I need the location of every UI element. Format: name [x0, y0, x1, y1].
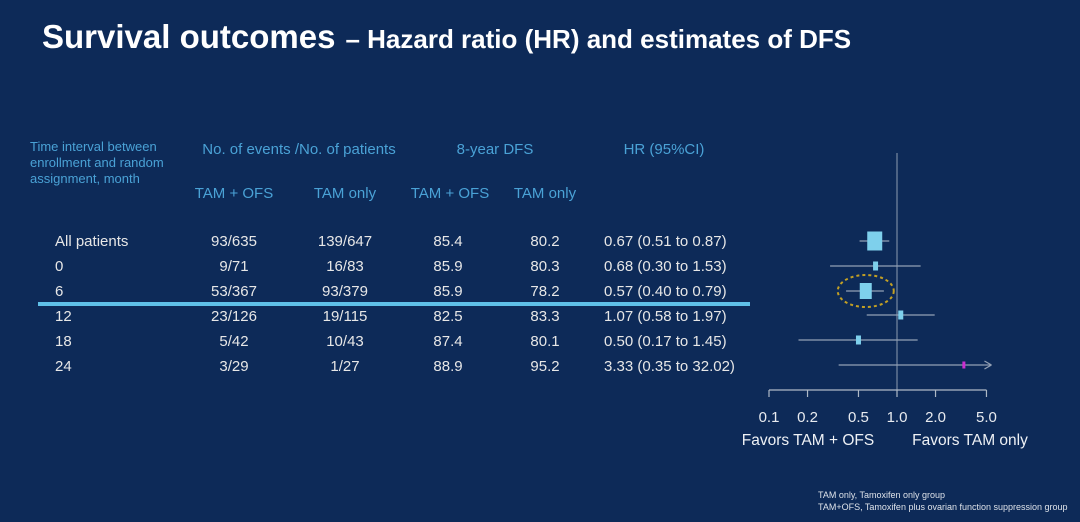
events-tam-only-value: 19/115 — [322, 308, 368, 325]
hr-marker — [867, 231, 883, 251]
subheader-dfs-tam-ofs: TAM + OFS — [410, 185, 490, 202]
dfs-tam-only-value: 83.3 — [530, 308, 560, 325]
dfs-tam-ofs-value: 82.5 — [433, 308, 463, 325]
annotation-ellipse — [836, 274, 895, 308]
events-tam-ofs-value: 23/126 — [211, 308, 257, 325]
hr-ci-value: 0.67 (0.51 to 0.87) — [604, 233, 727, 250]
table-row: 12 23/126 19/115 82.5 83.3 1.07 (0.58 to… — [38, 304, 774, 329]
favors-right-label: Favors TAM only — [912, 432, 1028, 449]
table-row: 24 3/29 1/27 88.9 95.2 3.33 (0.35 to 32.… — [38, 354, 774, 379]
footnote-tam-ofs: TAM+OFS, Tamoxifen plus ovarian function… — [818, 501, 1068, 512]
row-label: 12 — [55, 308, 72, 325]
events-tam-only-value: 10/43 — [326, 333, 364, 350]
hr-marker — [855, 335, 861, 345]
arrow-head — [984, 360, 992, 366]
x-tick-label: 5.0 — [976, 409, 997, 426]
x-tick-label: 0.2 — [797, 409, 818, 426]
footnotes: TAM only, Tamoxifen only group TAM+OFS, … — [818, 490, 1068, 513]
dfs-tam-only-value: 78.2 — [530, 283, 560, 300]
x-tick-label: 1.0 — [887, 409, 908, 426]
table-row: 18 5/42 10/43 87.4 80.1 0.50 (0.17 to 1.… — [38, 329, 774, 354]
group-header-events: No. of events /No. of patients — [202, 141, 396, 158]
arrow-head — [984, 364, 992, 370]
dfs-tam-only-value: 80.3 — [530, 258, 560, 275]
group-header-hr: HR (95%CI) — [623, 141, 705, 158]
table-row-highlighted: 6 53/367 93/379 85.9 78.2 0.57 (0.40 to … — [38, 279, 774, 304]
row-highlight-underline — [38, 302, 750, 306]
title-main: Survival outcomes — [42, 18, 336, 55]
hr-ci-value: 1.07 (0.58 to 1.97) — [604, 308, 727, 325]
hr-marker — [962, 361, 966, 369]
hr-ci-value: 0.57 (0.40 to 0.79) — [604, 283, 727, 300]
events-tam-ofs-value: 3/29 — [219, 358, 249, 375]
title-sub: – Hazard ratio (HR) and estimates of DFS — [345, 24, 852, 54]
events-tam-ofs-value: 93/635 — [211, 233, 257, 250]
results-table: All patients 93/635 139/647 85.4 80.2 0.… — [38, 229, 774, 379]
row-label: 6 — [55, 283, 64, 300]
table-row: All patients 93/635 139/647 85.4 80.2 0.… — [38, 229, 774, 254]
events-tam-only-value: 16/83 — [326, 258, 364, 275]
dfs-tam-ofs-value: 88.9 — [433, 358, 463, 375]
table-corner-header: Time interval between enrollment and ran… — [30, 139, 164, 186]
hr-ci-value: 0.68 (0.30 to 1.53) — [604, 258, 727, 275]
events-tam-ofs-value: 5/42 — [219, 333, 249, 350]
dfs-tam-ofs-value: 87.4 — [433, 333, 463, 350]
x-tick-label: 2.0 — [925, 409, 946, 426]
dfs-tam-only-value: 80.2 — [530, 233, 560, 250]
events-tam-only-value: 93/379 — [322, 283, 368, 300]
hr-marker — [873, 261, 879, 271]
events-tam-only-value: 1/27 — [330, 358, 360, 375]
events-tam-ofs-value: 9/71 — [219, 258, 249, 275]
row-label: All patients — [55, 233, 129, 250]
row-label: 0 — [55, 258, 64, 275]
page-title: Survival outcomes – Hazard ratio (HR) and… — [42, 18, 851, 56]
group-header-dfs: 8-year DFS — [456, 141, 534, 158]
hr-marker — [898, 310, 904, 320]
x-tick-label: 0.1 — [759, 409, 780, 426]
subheader-events-tam-ofs: TAM + OFS — [194, 185, 274, 202]
subheader-events-tam-only: TAM only — [313, 185, 377, 202]
hr-ci-value: 0.50 (0.17 to 1.45) — [604, 333, 727, 350]
favors-left-label: Favors TAM + OFS — [742, 432, 875, 449]
dfs-tam-ofs-value: 85.4 — [433, 233, 463, 250]
dfs-tam-ofs-value: 85.9 — [433, 283, 463, 300]
x-tick-label: 0.5 — [848, 409, 869, 426]
table-row: 0 9/71 16/83 85.9 80.3 0.68 (0.30 to 1.5… — [38, 254, 774, 279]
hr-marker — [859, 283, 872, 299]
forest-plot: 0.1 0.2 0.5 1.0 2.0 5.0 Favors TAM + OFS Favors… — [742, 153, 1028, 449]
dfs-tam-only-value: 95.2 — [530, 358, 560, 375]
events-tam-only-value: 139/647 — [317, 233, 373, 250]
subheader-dfs-tam-only: TAM only — [513, 185, 577, 202]
events-tam-ofs-value: 53/367 — [211, 283, 257, 300]
row-label: 18 — [55, 333, 72, 350]
dfs-tam-only-value: 80.1 — [530, 333, 560, 350]
hr-ci-value: 3.33 (0.35 to 32.02) — [604, 358, 735, 375]
dfs-tam-ofs-value: 85.9 — [433, 258, 463, 275]
footnote-tam-only: TAM only, Tamoxifen only group — [818, 490, 946, 500]
row-label: 24 — [55, 358, 72, 375]
